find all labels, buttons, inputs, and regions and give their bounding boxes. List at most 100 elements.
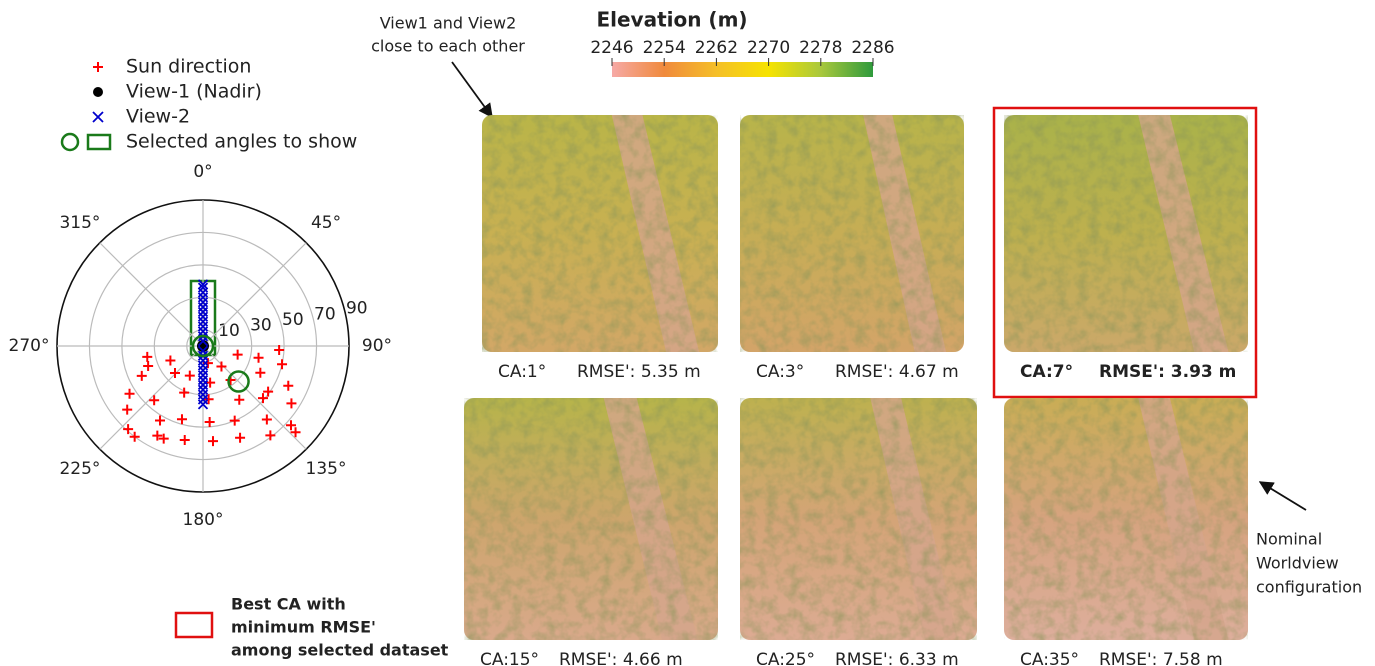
sun-marker bbox=[165, 355, 176, 366]
terrain-texture bbox=[740, 398, 977, 640]
grid-spoke bbox=[202, 242, 307, 347]
sun-marker bbox=[136, 370, 147, 381]
angle-tick-label: 225° bbox=[59, 459, 100, 479]
sun-marker bbox=[290, 427, 301, 438]
annotation: close to each other bbox=[371, 37, 525, 56]
sun-marker bbox=[229, 415, 240, 426]
grid-spoke bbox=[99, 345, 204, 450]
view1-marker bbox=[93, 87, 103, 97]
selected-marker bbox=[191, 334, 215, 358]
radial-tick-label: 30 bbox=[250, 316, 272, 336]
panel-rmse: RMSE': 7.58 m bbox=[1099, 650, 1223, 666]
terrain-texture bbox=[740, 115, 964, 352]
radial-tick-label: 90 bbox=[346, 299, 368, 319]
panel-ca: CA:25° bbox=[756, 650, 815, 666]
sun-marker bbox=[179, 434, 190, 445]
angle-tick-label: 90° bbox=[362, 336, 392, 356]
sun-marker bbox=[286, 398, 297, 409]
radial-tick-label: 10 bbox=[218, 321, 240, 341]
grid-spoke bbox=[202, 345, 307, 450]
colorbar-tick-label: 2270 bbox=[747, 38, 790, 58]
colorbar-tick-label: 2278 bbox=[799, 38, 842, 58]
annotation: Worldview bbox=[1256, 554, 1339, 573]
sun-marker bbox=[179, 387, 190, 398]
view2-marker bbox=[197, 399, 209, 410]
sun-marker bbox=[286, 420, 297, 431]
sun-marker bbox=[232, 349, 243, 360]
sun-marker bbox=[169, 368, 180, 379]
colorbar-title: Elevation (m) bbox=[596, 8, 747, 32]
colorbar bbox=[612, 62, 873, 77]
angle-tick-label: 270° bbox=[9, 336, 50, 356]
sun-marker bbox=[184, 370, 195, 381]
angle-tick-label: 45° bbox=[311, 213, 341, 233]
colorbar-tick-label: 2262 bbox=[695, 38, 738, 58]
terrain-texture bbox=[1004, 115, 1248, 352]
best-legend-box bbox=[174, 611, 214, 639]
panel-ca: CA:35° bbox=[1020, 650, 1079, 666]
annotation: View1 and View2 bbox=[380, 14, 517, 33]
legend-label: among selected dataset bbox=[231, 641, 449, 660]
radial-tick-label: 70 bbox=[314, 304, 336, 324]
sun-marker bbox=[234, 394, 245, 405]
sun-marker bbox=[216, 361, 227, 372]
annotation: configuration bbox=[1256, 578, 1362, 597]
sun-marker bbox=[257, 393, 268, 404]
terrain-texture bbox=[482, 115, 718, 352]
panel-rmse: RMSE': 6.33 m bbox=[835, 650, 959, 666]
sun-marker bbox=[263, 386, 274, 397]
best-box bbox=[992, 106, 1258, 399]
panel-ca: CA:7° bbox=[1020, 362, 1073, 382]
legend-label: Sun direction bbox=[126, 56, 251, 78]
sun-marker bbox=[203, 394, 214, 405]
sun-marker bbox=[204, 416, 215, 427]
arrow bbox=[1258, 481, 1307, 511]
sun-marker bbox=[129, 431, 140, 442]
sun-marker bbox=[124, 388, 135, 399]
angle-tick-label: 315° bbox=[59, 213, 100, 233]
legend-label: Selected angles to show bbox=[126, 131, 357, 153]
angle-tick-label: 0° bbox=[193, 162, 212, 182]
legend-box-icon bbox=[86, 133, 112, 151]
panel-rmse: RMSE': 4.67 m bbox=[835, 362, 959, 382]
sun-marker bbox=[93, 62, 103, 72]
sun-marker bbox=[155, 415, 166, 426]
legend-label: minimum RMSE' bbox=[231, 618, 376, 637]
angle-tick-label: 180° bbox=[183, 510, 224, 530]
panel-rmse: RMSE': 3.93 m bbox=[1099, 362, 1236, 382]
legend-label: View-1 (Nadir) bbox=[126, 81, 262, 103]
sun-marker bbox=[123, 424, 134, 435]
sun-marker bbox=[255, 367, 266, 378]
sun-marker bbox=[158, 433, 169, 444]
sun-marker bbox=[122, 404, 133, 415]
colorbar-tick-label: 2286 bbox=[851, 38, 894, 58]
sun-marker bbox=[176, 414, 187, 425]
angle-tick-label: 135° bbox=[306, 459, 347, 479]
panel-rmse: RMSE': 4.66 m bbox=[559, 650, 683, 666]
selected-marker bbox=[60, 132, 80, 152]
grid-spoke bbox=[99, 242, 204, 347]
sun-marker bbox=[265, 430, 276, 441]
sun-marker bbox=[208, 436, 219, 447]
sun-marker bbox=[253, 352, 264, 363]
selected-marker bbox=[227, 370, 250, 393]
view2-marker bbox=[197, 282, 209, 293]
view2-marker bbox=[92, 111, 104, 123]
sun-marker bbox=[149, 395, 160, 406]
colorbar-tick-label: 2246 bbox=[590, 38, 633, 58]
panel-ca: CA:1° bbox=[498, 362, 546, 382]
sun-marker bbox=[261, 414, 272, 425]
sun-marker bbox=[277, 359, 288, 370]
terrain-texture bbox=[1004, 398, 1248, 640]
panel-rmse: RMSE': 5.35 m bbox=[577, 362, 701, 382]
sun-marker bbox=[283, 380, 294, 391]
legend-label: View-2 bbox=[126, 106, 190, 128]
radial-tick-label: 50 bbox=[282, 310, 304, 330]
sun-marker bbox=[235, 432, 246, 443]
arrow bbox=[451, 61, 493, 119]
terrain-texture bbox=[464, 398, 718, 640]
colorbar-tick-label: 2254 bbox=[643, 38, 686, 58]
sun-marker bbox=[143, 360, 154, 371]
panel-ca: CA:3° bbox=[756, 362, 804, 382]
